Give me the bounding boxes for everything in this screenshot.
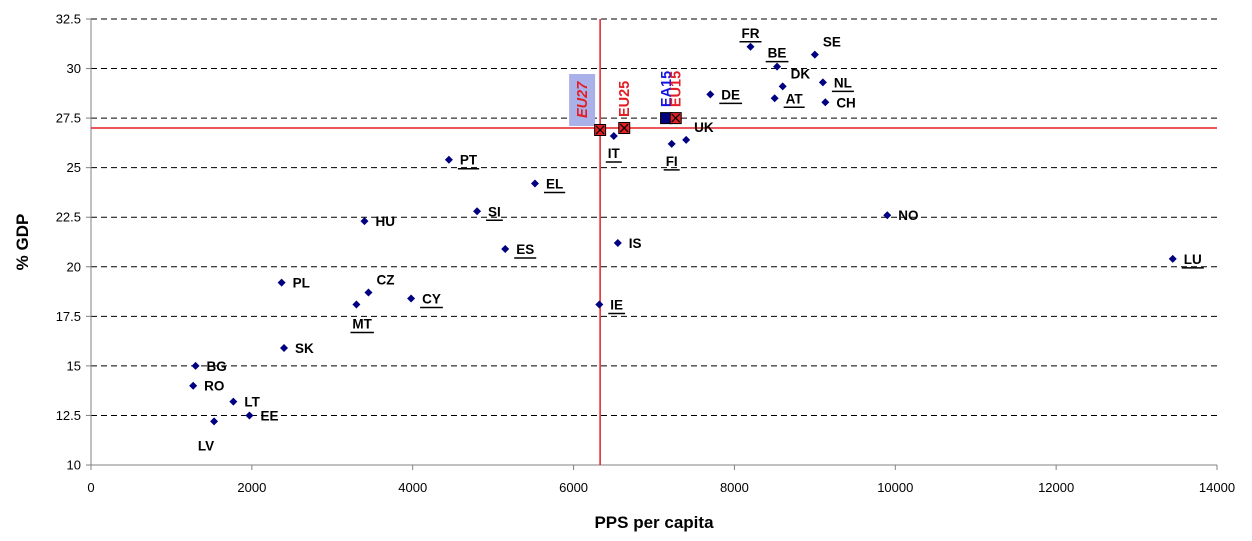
data-point-marker xyxy=(277,278,286,287)
data-point-label: IT xyxy=(608,146,621,161)
data-point-label: DK xyxy=(791,66,811,81)
data-point-marker xyxy=(444,155,453,164)
data-point-marker xyxy=(778,82,787,91)
data-point-marker xyxy=(609,131,618,140)
y-tick-label: 15 xyxy=(67,358,81,373)
y-tick-label: 25 xyxy=(67,160,81,175)
data-point-marker xyxy=(360,217,369,226)
data-point-label: BG xyxy=(207,359,227,374)
y-tick-label: 30 xyxy=(67,61,81,76)
data-point-marker xyxy=(883,211,892,220)
x-tick-label: 4000 xyxy=(398,480,427,495)
data-point-marker xyxy=(191,361,200,370)
data-point-marker xyxy=(773,62,782,71)
data-point-label: UK xyxy=(694,120,714,135)
data-point-marker xyxy=(245,411,254,420)
data-point-label: SE xyxy=(823,35,841,50)
aggregate-label: EU27 xyxy=(575,81,591,118)
data-point-marker xyxy=(280,344,289,353)
x-axis-title: PPS per capita xyxy=(594,513,714,532)
data-point-label: PL xyxy=(293,276,310,291)
data-point-marker xyxy=(229,397,238,406)
data-point-marker xyxy=(407,294,416,303)
x-tick-label: 6000 xyxy=(559,480,588,495)
aggregate-label: EA15 xyxy=(659,71,675,107)
x-tick-label: 10000 xyxy=(877,480,913,495)
ticks: 10 12.5 15 17.5 20 22.5 25 27.5 30 32.5 0 2000 4000 6… xyxy=(56,12,1235,496)
x-tick-label: 12000 xyxy=(1038,480,1074,495)
data-point-marker xyxy=(810,50,819,59)
data-point-marker xyxy=(821,98,830,107)
data-point-marker xyxy=(1168,254,1177,263)
y-tick-label: 12.5 xyxy=(56,408,81,423)
data-point-label: BE xyxy=(768,46,787,61)
data-point-label: IS xyxy=(629,236,642,251)
data-point-marker xyxy=(746,42,755,51)
data-point-label: NO xyxy=(898,208,918,223)
data-point-marker xyxy=(530,179,539,188)
y-tick-label: 10 xyxy=(67,458,81,473)
data-points: FR SE BE NL DK DE AT CH UK IT FI PT EL SI HU NO IS ES LU PL… xyxy=(189,26,1204,453)
data-point-marker xyxy=(473,207,482,216)
axes xyxy=(90,19,1217,466)
aggregate-marker-cross xyxy=(619,123,629,133)
y-tick-label: 17.5 xyxy=(56,309,81,324)
aggregate-label: EU25 xyxy=(617,81,633,117)
data-point-label: EL xyxy=(546,177,563,192)
data-point-marker xyxy=(706,90,715,99)
data-point-label: CZ xyxy=(376,273,394,288)
data-point-marker xyxy=(189,381,198,390)
y-tick-label: 32.5 xyxy=(56,12,81,27)
x-tick-label: 8000 xyxy=(720,480,749,495)
y-axis-title: % GDP xyxy=(13,214,32,271)
data-point-label: HU xyxy=(375,214,395,229)
data-point-label: LU xyxy=(1184,252,1202,267)
aggregate-marker-cross xyxy=(671,113,681,123)
y-tick-label: 22.5 xyxy=(56,210,81,225)
y-tick-label: 20 xyxy=(67,259,81,274)
data-point-marker xyxy=(352,300,361,309)
data-point-marker xyxy=(613,238,622,247)
y-tick-label: 27.5 xyxy=(56,111,81,126)
data-point-label: DE xyxy=(721,87,740,102)
data-point-label: EE xyxy=(260,408,278,423)
data-point-label: LT xyxy=(244,395,260,410)
reference-lines xyxy=(91,19,1217,465)
data-point-marker xyxy=(364,288,373,297)
data-point-marker xyxy=(501,244,510,253)
data-point-label: CY xyxy=(422,291,441,306)
data-point-marker xyxy=(682,135,691,144)
data-point-label: CH xyxy=(836,95,856,110)
data-point-label: SI xyxy=(488,204,501,219)
data-point-label: FI xyxy=(666,154,678,169)
gridlines xyxy=(91,18,1217,416)
data-point-marker xyxy=(595,300,604,309)
aggregate-marker-cross xyxy=(595,125,605,135)
aggregate-label: EU15 xyxy=(669,71,685,107)
data-point-label: IE xyxy=(610,297,623,312)
data-point-label: SK xyxy=(295,341,314,356)
data-point-label: ES xyxy=(516,242,534,257)
data-point-label: MT xyxy=(352,316,372,331)
aggregate-label-highlight xyxy=(569,74,596,126)
data-point-label: RO xyxy=(204,379,224,394)
x-tick-label: 14000 xyxy=(1199,480,1235,495)
x-tick-label: 0 xyxy=(87,480,94,495)
x-tick-label: 2000 xyxy=(237,480,266,495)
data-point-marker xyxy=(667,139,676,148)
data-point-label: NL xyxy=(834,75,852,90)
data-point-marker xyxy=(818,78,827,87)
data-point-marker xyxy=(210,417,219,426)
data-point-label: PT xyxy=(460,153,478,168)
data-point-label: FR xyxy=(742,26,760,41)
data-point-marker xyxy=(770,94,779,103)
data-point-label: AT xyxy=(786,91,804,106)
data-point-label: LV xyxy=(198,438,214,453)
